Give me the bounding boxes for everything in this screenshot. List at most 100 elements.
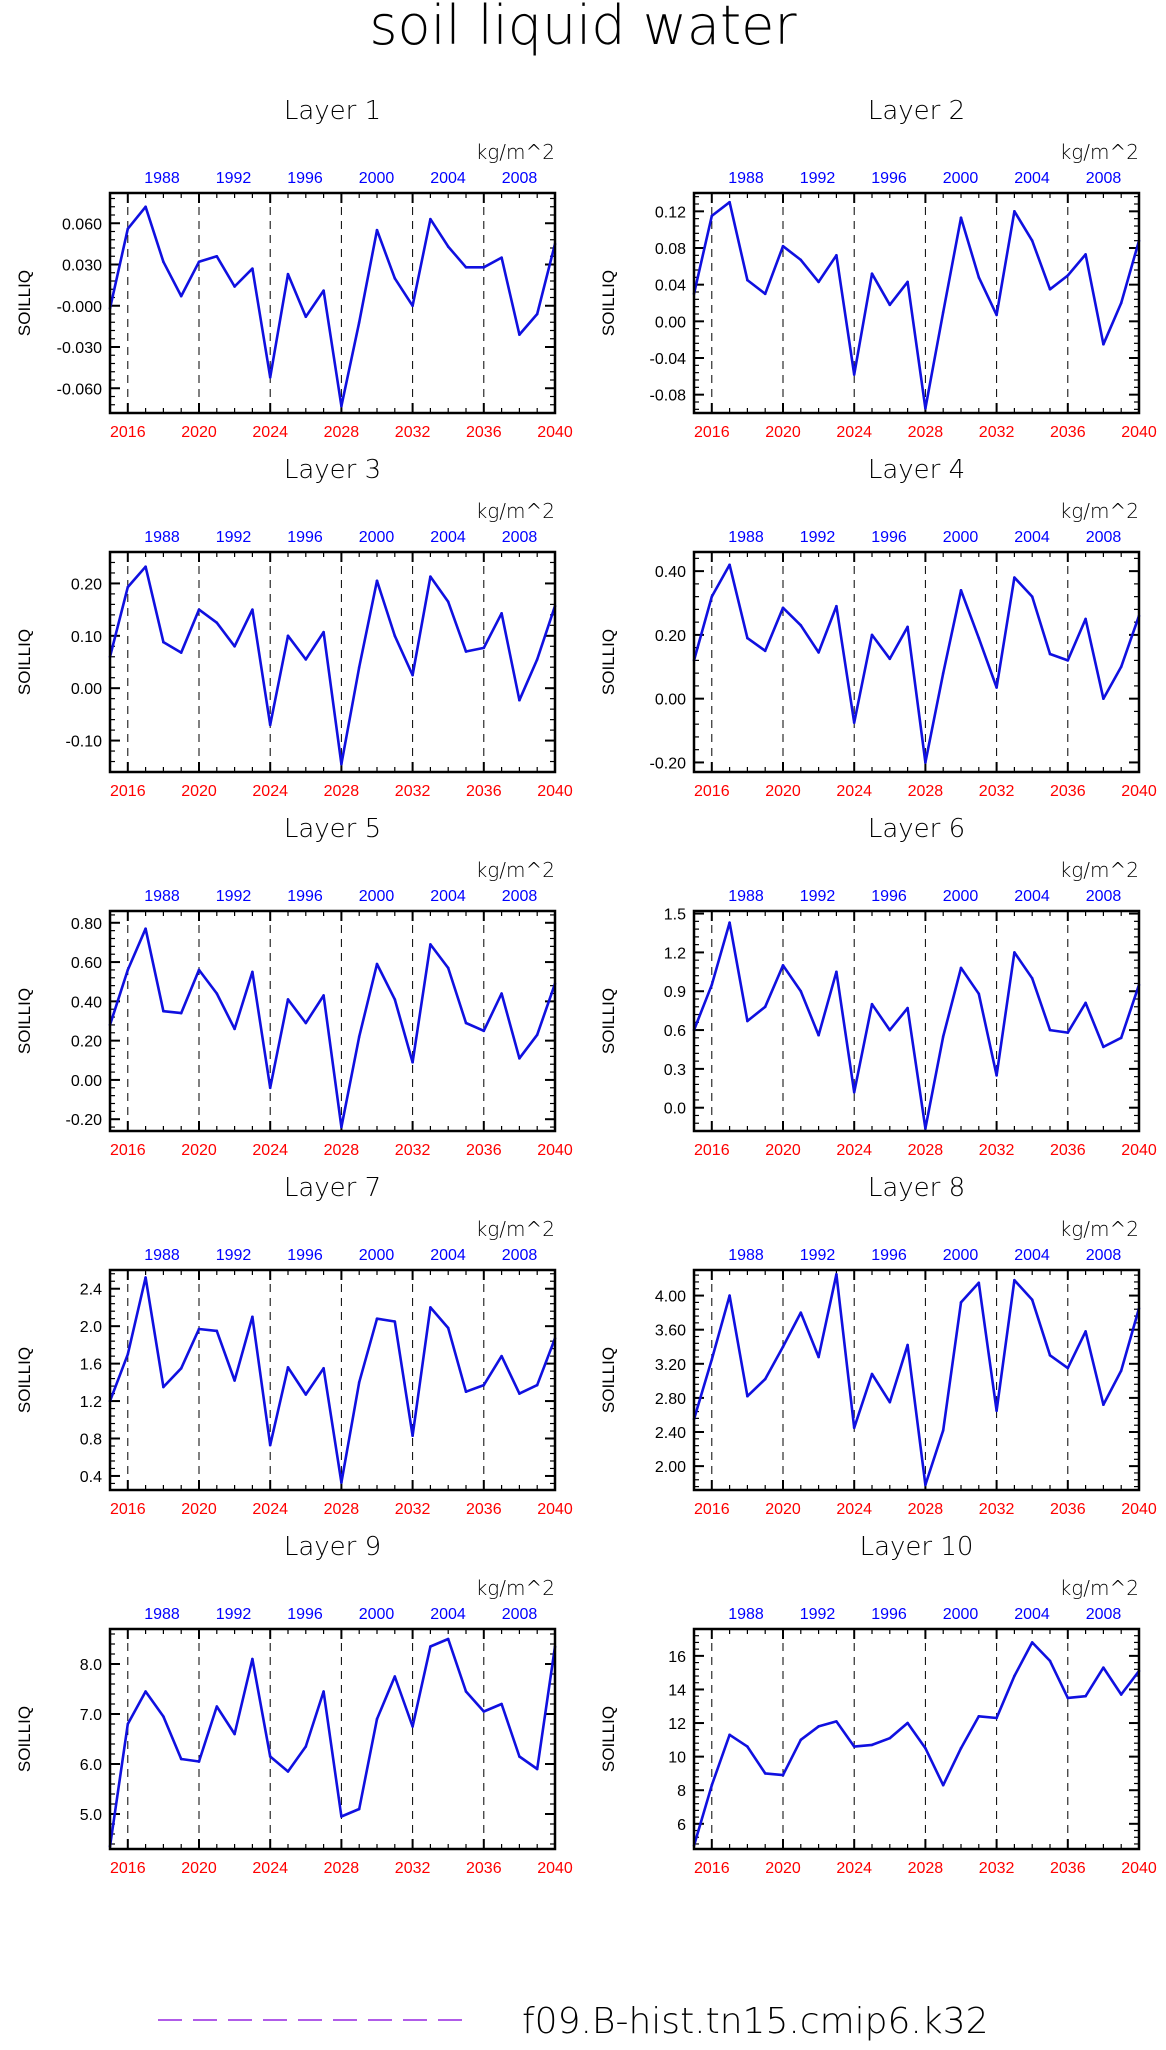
data-point (941, 671, 945, 675)
panel-layer-7: Layer 7 kg/m^2 2.4 2.0 1.6 1.2 0.8 0.4 2016 2020 2… (15, 1173, 573, 1518)
data-point (924, 1483, 927, 1487)
x-tick-label-top: 1996 (287, 170, 323, 187)
x-tick-label-bottom: 2032 (979, 1142, 1015, 1159)
data-point (835, 970, 838, 974)
x-tick-label-bottom: 2032 (395, 424, 431, 441)
data-point (464, 650, 468, 653)
x-tick-label-top: 1996 (287, 888, 323, 905)
x-tick-label-bottom: 2024 (836, 424, 872, 441)
panel-layer-10: Layer 10 kg/m^2 16 14 12 10 8 6 2016 2020 2024 2028… (599, 1532, 1157, 1877)
legend-label: f09.B-hist.tn15.cmip6.k32 (522, 2001, 989, 2042)
x-tick-label-top: 2004 (430, 170, 466, 187)
data-point (995, 313, 998, 317)
data-point (710, 983, 714, 987)
data-point (393, 998, 397, 1001)
data-point (179, 1366, 183, 1370)
x-tick-label-bottom: 2040 (537, 424, 573, 441)
data-point (233, 285, 236, 288)
y-tick-label: 0.00 (655, 314, 686, 331)
x-tick-label-top: 2004 (1014, 888, 1050, 905)
data-point (144, 927, 147, 930)
data-point (1066, 1696, 1070, 1700)
data-point (322, 289, 325, 292)
data-point (482, 1710, 486, 1713)
panel-layer-8: Layer 8 kg/m^2 4.00 3.60 3.20 2.80 2.40 2.00 201… (599, 1173, 1157, 1518)
x-tick-label-bottom: 2016 (694, 1860, 730, 1877)
y-tick-label: 2.0 (80, 1319, 102, 1336)
data-point (995, 1074, 998, 1077)
plot-frame (692, 191, 1141, 415)
data-point (251, 267, 254, 270)
x-tick-label-bottom: 2020 (765, 1860, 801, 1877)
x-tick-label-top: 1992 (216, 170, 252, 187)
data-point (464, 1690, 468, 1693)
data-point (500, 256, 503, 259)
y-tick-label: 0.6 (664, 1023, 686, 1040)
data-point (482, 265, 486, 269)
panel-title: Layer 9 (284, 1532, 381, 1562)
data-point (411, 1434, 414, 1438)
data-point (197, 608, 201, 611)
series-line (108, 1276, 557, 1484)
y-tick-label: 3.60 (655, 1323, 686, 1340)
data-point (215, 992, 219, 995)
data-point (304, 1745, 308, 1748)
data-point (817, 280, 820, 284)
data-point (870, 633, 874, 637)
x-tick-label-bottom: 2036 (1050, 783, 1086, 800)
x-tick-label-bottom: 2032 (395, 783, 431, 800)
y-tick-label: 0.20 (655, 628, 686, 645)
y-tick-label: 0.0 (664, 1101, 686, 1118)
data-point (357, 665, 361, 669)
x-tick-label-top: 2004 (1014, 1606, 1050, 1623)
data-point (1102, 1045, 1105, 1049)
data-point (870, 1372, 874, 1376)
panel-title: Layer 2 (868, 96, 965, 126)
data-point (322, 1366, 325, 1370)
y-tick-label: 6.0 (80, 1757, 102, 1774)
plot-frame (108, 909, 557, 1133)
series-line (692, 921, 1141, 1130)
panels: Layer 1 kg/m^2 0.060 0.030 -0.000 -0.030 -0.06… (15, 96, 1157, 1877)
x-tick-label-top: 1992 (800, 888, 836, 905)
x-tick-label-top: 2000 (359, 529, 395, 546)
x-tick-label-bottom: 2032 (395, 1142, 431, 1159)
panel-layer-2: Layer 2 kg/m^2 0.12 0.08 0.04 0.00 -0.04 -0.08 2… (599, 96, 1157, 441)
data-point (977, 992, 981, 996)
unit-label: kg/m^2 (476, 1576, 555, 1600)
series-line (108, 205, 557, 408)
data-point (126, 1722, 130, 1726)
y-tick-label: 0.20 (71, 576, 102, 593)
y-tick-label: 14 (668, 1682, 686, 1699)
x-tick-label-top: 2004 (430, 1606, 466, 1623)
panel-layer-9: Layer 9 kg/m^2 8.0 7.0 6.0 5.0 2016 2020 2024 202… (15, 1532, 573, 1877)
y-axis-label: SOILLIQ (599, 1706, 618, 1772)
x-tick-label-bottom: 2032 (395, 1501, 431, 1518)
data-point (322, 630, 325, 634)
y-tick-label: 10 (668, 1750, 686, 1767)
data-point (924, 1746, 927, 1750)
unit-label: kg/m^2 (1060, 499, 1139, 523)
data-point (1048, 287, 1052, 291)
data-point (304, 315, 308, 319)
x-tick-label-top: 2008 (502, 1606, 538, 1623)
data-point (429, 1306, 432, 1309)
x-tick-label-bottom: 2040 (1121, 1501, 1157, 1518)
data-point (375, 228, 379, 232)
x-tick-label-top: 2004 (430, 888, 466, 905)
y-axis-label: SOILLIQ (15, 270, 34, 336)
y-tick-label: 0.00 (71, 681, 102, 698)
data-point (1048, 652, 1052, 656)
x-tick-label-bottom: 2036 (1050, 1860, 1086, 1877)
data-point (162, 1715, 165, 1718)
data-point (322, 994, 325, 997)
series-line (108, 1637, 557, 1847)
data-point (286, 998, 290, 1001)
data-point (728, 1733, 731, 1737)
data-point (1119, 665, 1123, 669)
data-point (817, 1725, 820, 1728)
x-tick-label-top: 1992 (216, 1606, 252, 1623)
x-tick-label-top: 1992 (216, 888, 252, 905)
data-point (710, 595, 714, 598)
